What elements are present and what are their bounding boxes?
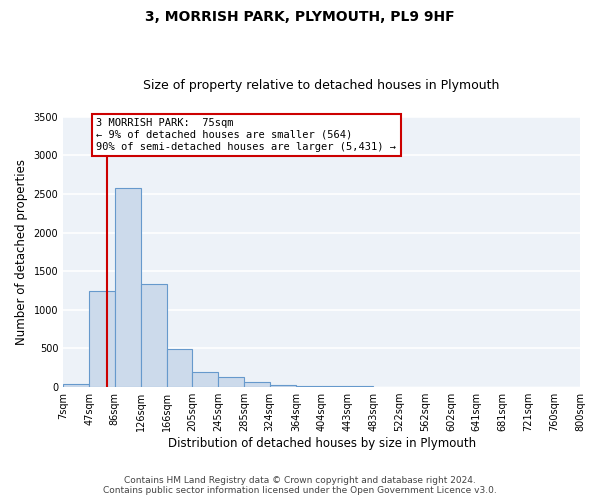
- Bar: [347, 386, 373, 387]
- Bar: [115, 188, 141, 387]
- Bar: [218, 378, 244, 387]
- Bar: [167, 349, 192, 387]
- Title: Size of property relative to detached houses in Plymouth: Size of property relative to detached ho…: [143, 79, 500, 92]
- Bar: [192, 372, 218, 387]
- Text: Contains HM Land Registry data © Crown copyright and database right 2024.
Contai: Contains HM Land Registry data © Crown c…: [103, 476, 497, 495]
- Bar: [141, 284, 167, 387]
- Bar: [322, 386, 347, 387]
- Y-axis label: Number of detached properties: Number of detached properties: [15, 159, 28, 345]
- Bar: [270, 385, 296, 387]
- X-axis label: Distribution of detached houses by size in Plymouth: Distribution of detached houses by size …: [167, 437, 476, 450]
- Text: 3, MORRISH PARK, PLYMOUTH, PL9 9HF: 3, MORRISH PARK, PLYMOUTH, PL9 9HF: [145, 10, 455, 24]
- Bar: [63, 384, 89, 387]
- Bar: [296, 386, 322, 387]
- Bar: [89, 290, 115, 387]
- Text: 3 MORRISH PARK:  75sqm
← 9% of detached houses are smaller (564)
90% of semi-det: 3 MORRISH PARK: 75sqm ← 9% of detached h…: [97, 118, 397, 152]
- Bar: [244, 382, 270, 387]
